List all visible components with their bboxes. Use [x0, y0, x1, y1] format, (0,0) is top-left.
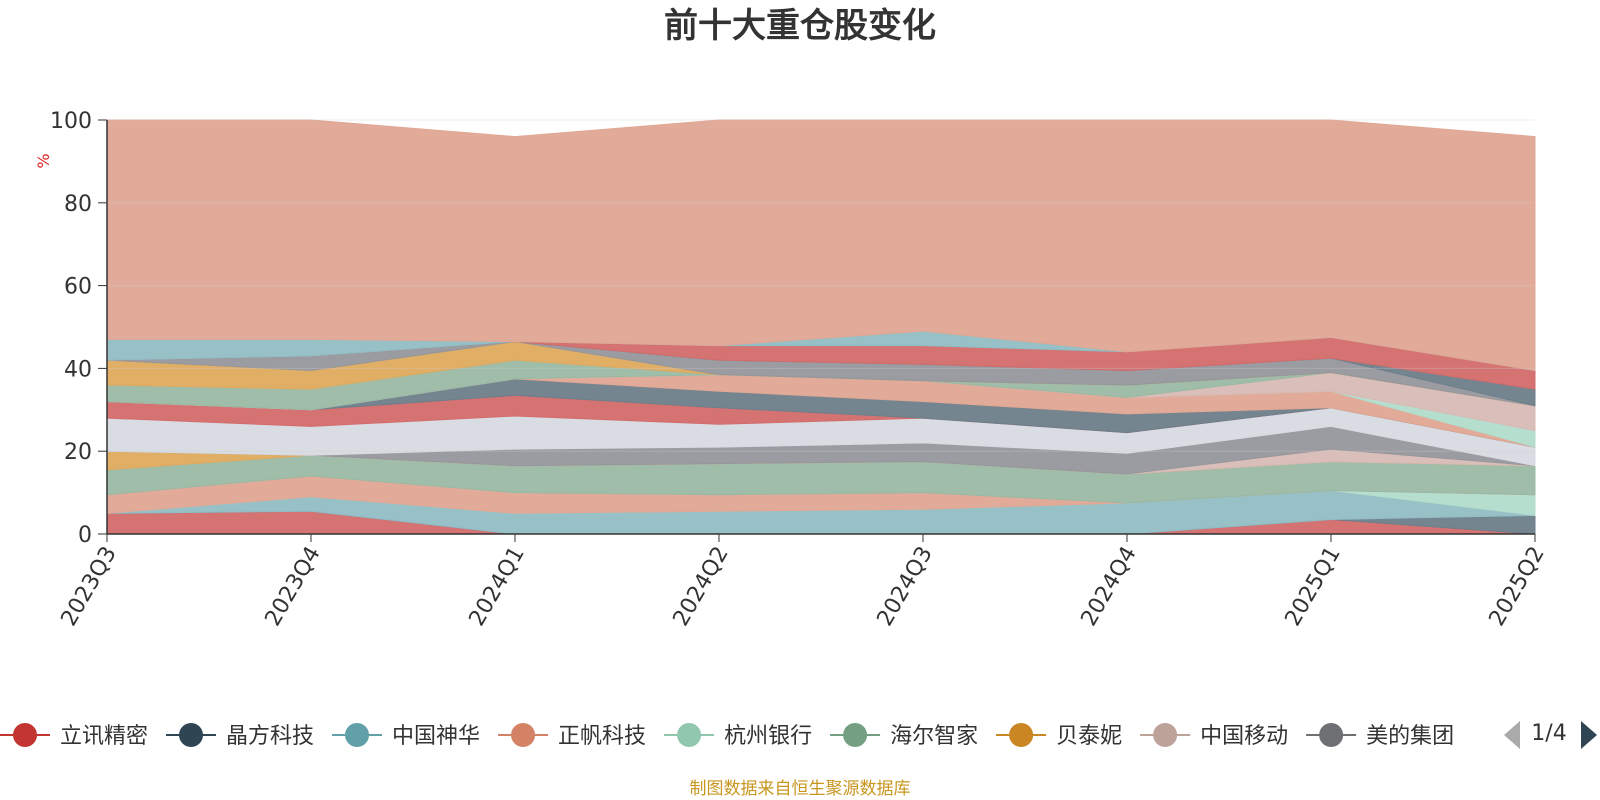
legend-label: 晶方科技 [226, 724, 314, 749]
x-tick-label: 2023Q4 [261, 542, 326, 630]
legend-circle-icon [345, 723, 370, 747]
legend-label: 海尔智家 [890, 724, 978, 749]
triangle-right-icon[interactable] [1581, 721, 1597, 749]
triangle-left-icon[interactable] [1504, 721, 1520, 749]
legend-pager: 1/4 [1504, 721, 1597, 749]
y-axis-ticks: 0 20 40 60 80 100 [50, 109, 107, 548]
legend-circle-icon [511, 723, 536, 747]
legend-item-0[interactable]: 立讯精密 [0, 723, 148, 749]
legend-label: 美的集团 [1366, 724, 1454, 749]
y-tick-label: 40 [64, 357, 92, 382]
area-series-21 [106, 119, 1536, 372]
y-tick-label: 20 [64, 440, 92, 465]
legend[interactable]: 立讯精密 晶方科技 中国神华 正帆科技 杭州银行 海尔智家 贝泰妮 中国移动 美的集团 [0, 723, 1454, 749]
chart-title: 前十大重仓股变化 [664, 6, 936, 46]
y-tick-label: 0 [78, 523, 92, 548]
legend-page-indicator: 1/4 [1531, 721, 1566, 746]
legend-circle-icon [13, 723, 37, 747]
legend-circle-icon [843, 723, 868, 747]
x-tick-label: 2025Q2 [1485, 542, 1550, 630]
legend-item-3[interactable]: 正帆科技 [498, 723, 646, 749]
legend-circle-icon [677, 723, 702, 747]
legend-item-7[interactable]: 中国移动 [1140, 723, 1288, 749]
legend-circle-icon [179, 723, 204, 747]
legend-circle-icon [1009, 723, 1034, 747]
legend-label: 中国移动 [1200, 724, 1288, 749]
x-tick-label: 2025Q1 [1281, 542, 1346, 630]
y-tick-label: 60 [64, 275, 92, 300]
data-source-footer: 制图数据来自恒生聚源数据库 [690, 779, 911, 799]
legend-item-6[interactable]: 贝泰妮 [996, 723, 1122, 749]
legend-label: 立讯精密 [60, 724, 148, 749]
legend-item-4[interactable]: 杭州银行 [664, 723, 812, 749]
x-axis-ticks: 2023Q3 2023Q4 2024Q1 2024Q2 2024Q3 2024Q4 2025… [57, 534, 1550, 630]
x-tick-label: 2024Q3 [873, 542, 938, 630]
legend-label: 贝泰妮 [1056, 724, 1122, 749]
legend-label: 正帆科技 [558, 724, 646, 749]
legend-item-2[interactable]: 中国神华 [332, 723, 480, 749]
grid-lines [107, 119, 1535, 452]
legend-label: 杭州银行 [724, 724, 812, 749]
x-tick-label: 2024Q1 [465, 542, 530, 630]
legend-item-1[interactable]: 晶方科技 [166, 723, 314, 749]
y-axis-unit-label: % [34, 153, 53, 168]
y-tick-label: 100 [50, 109, 92, 134]
legend-item-8[interactable]: 美的集团 [1306, 723, 1454, 749]
y-tick-label: 80 [64, 192, 92, 217]
legend-item-5[interactable]: 海尔智家 [830, 723, 978, 749]
legend-circle-icon [1319, 723, 1344, 747]
x-tick-label: 2024Q4 [1077, 542, 1142, 630]
x-tick-label: 2024Q2 [669, 542, 734, 630]
legend-label: 中国神华 [392, 724, 480, 749]
legend-circle-icon [1153, 723, 1178, 747]
area-series-group [106, 119, 1536, 535]
x-tick-label: 2023Q3 [57, 542, 122, 630]
